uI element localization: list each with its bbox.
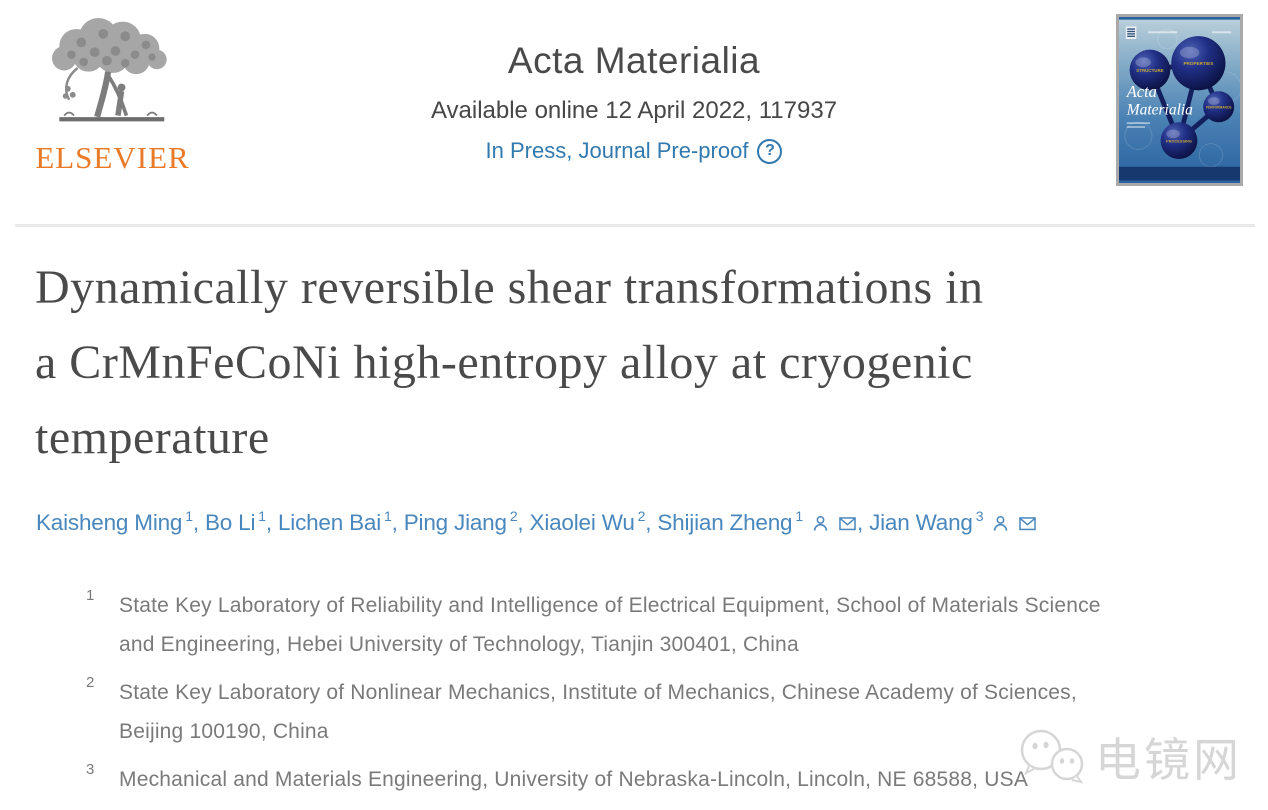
- author-name[interactable]: Ping Jiang: [403, 510, 507, 535]
- author-name[interactable]: Xiaolei Wu: [529, 510, 635, 535]
- help-icon[interactable]: ?: [757, 138, 783, 164]
- affiliation-item: 2 State Key Laboratory of Nonlinear Mecha…: [86, 673, 1246, 751]
- author-entry[interactable]: Kaisheng Ming 1: [36, 508, 193, 535]
- author-entry[interactable]: Bo Li 1: [204, 508, 266, 535]
- author-name[interactable]: Lichen Bai: [277, 510, 382, 535]
- affiliation-number: 1: [86, 587, 95, 604]
- author-affiliation-sup: 1: [185, 508, 193, 524]
- article-title: Dynamically reversible shear transformat…: [35, 250, 1245, 475]
- author-entry[interactable]: Ping Jiang 2: [403, 508, 518, 535]
- affiliation-text: State Key Laboratory of Nonlinear Mechan…: [119, 673, 1077, 751]
- journal-cover-art: STRUCTURE PROPERTIES PERFORMANCE PROCESS…: [1119, 19, 1240, 181]
- masthead: Acta Materialia Available online 12 Apri…: [254, 40, 1014, 164]
- cover-sphere-label-performance: PERFORMANCE: [1206, 106, 1233, 110]
- person-icon[interactable]: [811, 514, 830, 533]
- cover-sphere-label-processing: PROCESSING: [1166, 139, 1192, 144]
- author-affiliation-sup: 3: [975, 508, 984, 524]
- available-online-line: Available online 12 April 2022, 117937: [430, 97, 838, 124]
- envelope-icon[interactable]: [838, 514, 857, 533]
- cover-sphere-label-structure: STRUCTURE: [1136, 68, 1163, 73]
- cover-sphere-label-properties: PROPERTIES: [1183, 61, 1213, 66]
- journal-cover-thumbnail[interactable]: STRUCTURE PROPERTIES PERFORMANCE PROCESS…: [1116, 14, 1243, 186]
- author-entry[interactable]: Jian Wang 3: [869, 508, 1037, 535]
- journal-title: Acta Materialia: [507, 40, 761, 81]
- article-title-line-3: temperature: [35, 411, 270, 464]
- author-affiliation-sup: 1: [258, 508, 266, 524]
- affiliation-text-line: State Key Laboratory of Nonlinear Mechan…: [119, 681, 1077, 704]
- elsevier-wordmark[interactable]: ELSEVIER: [35, 140, 190, 175]
- person-icon[interactable]: [991, 514, 1010, 533]
- author-name[interactable]: Bo Li: [204, 510, 256, 535]
- header-divider: [15, 224, 1255, 227]
- affiliation-text: State Key Laboratory of Reliability and …: [119, 586, 1101, 664]
- affiliation-number: 3: [86, 761, 95, 778]
- author-affiliation-sup: 1: [384, 508, 392, 524]
- elsevier-tree-logo: [51, 18, 167, 122]
- affiliation-list: 1 State Key Laboratory of Reliability and…: [86, 586, 1246, 808]
- author-affiliation-sup: 1: [795, 508, 803, 524]
- affiliation-number: 2: [86, 674, 95, 691]
- in-press-label[interactable]: In Press, Journal Pre-proof: [485, 138, 749, 163]
- article-title-line-1: Dynamically reversible shear transformat…: [35, 261, 984, 314]
- cover-journal-title-line2: Materialia: [1126, 102, 1193, 119]
- affiliation-text-line: and Engineering, Hebei University of Tec…: [119, 633, 799, 656]
- envelope-icon[interactable]: [1018, 514, 1037, 533]
- affiliation-item: 1 State Key Laboratory of Reliability and…: [86, 586, 1246, 664]
- author-list: Kaisheng Ming 1, Bo Li 1, Lichen Bai 1, Pin…: [36, 508, 1261, 536]
- affiliation-text-line: State Key Laboratory of Reliability and …: [119, 594, 1101, 617]
- author-entry[interactable]: Lichen Bai 1: [277, 508, 392, 535]
- author-name[interactable]: Shijian Zheng: [657, 510, 793, 535]
- affiliation-text-line: Mechanical and Materials Engineering, Un…: [119, 768, 1029, 791]
- affiliation-item: 3 Mechanical and Materials Engineering, U…: [86, 760, 1246, 799]
- cover-journal-title-line1: Acta: [1126, 82, 1157, 101]
- author-affiliation-sup: 2: [509, 508, 518, 524]
- article-title-line-2: a CrMnFeCoNi high-entropy alloy at cryog…: [35, 336, 973, 389]
- elsevier-brand[interactable]: ELSEVIER: [30, 18, 195, 176]
- author-entry[interactable]: Shijian Zheng 1: [657, 508, 857, 535]
- author-affiliation-sup: 2: [637, 508, 646, 524]
- affiliation-text: Mechanical and Materials Engineering, Un…: [119, 760, 1028, 799]
- author-name[interactable]: Kaisheng Ming: [36, 510, 183, 535]
- in-press-link[interactable]: In Press, Journal Pre-proof ?: [486, 138, 783, 164]
- affiliation-text-line: Beijing 100190, China: [119, 720, 329, 743]
- author-name[interactable]: Jian Wang: [869, 510, 973, 535]
- author-entry[interactable]: Xiaolei Wu 2: [529, 508, 646, 535]
